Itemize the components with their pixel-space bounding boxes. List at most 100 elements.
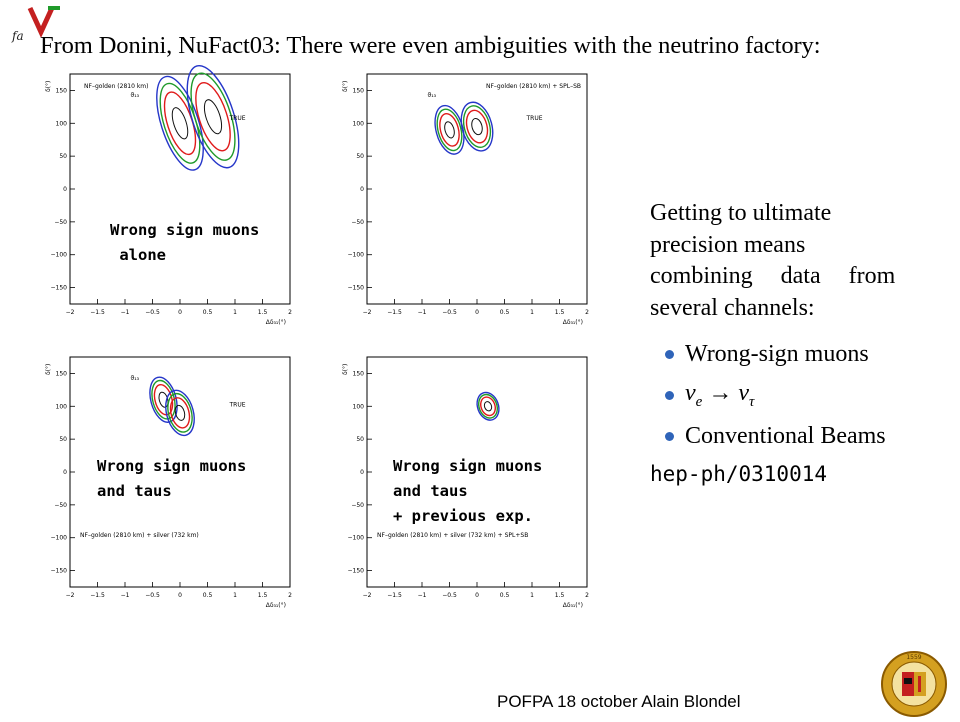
true-label: TRUE [229, 115, 246, 122]
plot-panel-bottom-left: 150 100 50 0 −50 −100 −150 −2 −1.5 −1 −0.5 0 0.5 1 1.5… [40, 345, 300, 610]
logo-text: fa [11, 29, 24, 43]
intro-paragraph: Getting to ultimate precision means comb… [650, 198, 912, 324]
x-tick-label: −1 [418, 592, 427, 599]
x-tick-label: −0.5 [442, 592, 457, 599]
contour-line [462, 105, 492, 148]
y-tick-label: 0 [360, 186, 364, 193]
x-tick-label: −1.5 [90, 592, 105, 599]
true-label: TRUE [229, 401, 246, 408]
y-tick-label: −150 [348, 285, 365, 292]
y-tick-label: 100 [56, 403, 68, 410]
x-tick-label: −1 [121, 592, 130, 599]
contour-line [167, 392, 193, 433]
plot-legend: NF–golden (2810 km) + silver (732 km) + … [377, 532, 528, 539]
contour-core [174, 404, 186, 421]
svg-text:1559: 1559 [906, 654, 921, 661]
plot-top-left: 150 100 50 0 −50 −100 −150 −2 −1.5 −1 −0.5 0 0.5 1 1.5… [45, 64, 292, 326]
x-tick-label: 2 [288, 309, 292, 316]
x-tick-label: −2 [363, 592, 372, 599]
y-tick-label: 0 [360, 469, 364, 476]
plot-panel-top-right: 150 100 50 0 −50 −100 −150 −2 −1.5 −1 −0.5 0 0.5 1 1.5… [337, 62, 597, 327]
list-item: Wrong-sign muons [665, 334, 886, 375]
y-axis-label: δ(°) [342, 364, 349, 375]
contour-line [460, 101, 494, 152]
y-tick-label: −100 [51, 252, 68, 259]
university-logo: fa [8, 4, 70, 44]
y-tick-label: 150 [353, 87, 365, 94]
x-tick-label: 1.5 [258, 309, 268, 316]
x-tick-label: 0 [178, 309, 182, 316]
x-tick-label: 0.5 [500, 592, 510, 599]
x-tick-label: 1 [233, 592, 237, 599]
contour-core [483, 401, 493, 412]
contour-line [465, 109, 489, 144]
slide-title: From Donini, NuFact03: There were even a… [40, 32, 821, 59]
theta-label: ϑ₁₃ [428, 92, 437, 99]
x-tick-label: 0.5 [203, 592, 213, 599]
x-tick-label: −0.5 [442, 309, 457, 316]
contour-line [439, 112, 460, 147]
bullet-icon [665, 350, 674, 359]
x-tick-label: −1.5 [387, 592, 402, 599]
y-axis-label: δ(°) [342, 81, 349, 92]
y-tick-label: 150 [56, 370, 68, 377]
y-tick-label: 0 [63, 186, 67, 193]
plot-legend: NF–golden (2810 km) + SPL–SB [486, 83, 581, 90]
y-tick-label: −50 [351, 502, 364, 509]
x-tick-label: 1 [530, 309, 534, 316]
plot-panel-top-left: 150 100 50 0 −50 −100 −150 −2 −1.5 −1 −0.5 0 0.5 1 1.5… [40, 62, 300, 327]
y-tick-label: −150 [348, 568, 365, 575]
y-tick-label: 50 [356, 153, 364, 160]
x-tick-label: −1.5 [90, 309, 105, 316]
contour-line [476, 391, 500, 421]
x-tick-label: 2 [585, 309, 589, 316]
x-tick-label: 1 [530, 592, 534, 599]
true-label: TRUE [526, 115, 543, 122]
contour-core [171, 107, 189, 140]
contour-core [203, 99, 223, 135]
contour-line [156, 75, 204, 171]
intro-line: Getting to ultimate [650, 200, 832, 226]
y-tick-label: 150 [56, 87, 68, 94]
x-tick-label: 1 [233, 309, 237, 316]
x-tick-label: 1.5 [555, 309, 565, 316]
y-tick-label: −150 [51, 285, 68, 292]
y-tick-label: 0 [63, 469, 67, 476]
y-axis-label: δ(°) [45, 81, 52, 92]
nu-e-to-nu-tau: νe → ντ [685, 380, 755, 410]
contour-line [165, 389, 195, 437]
y-tick-label: 150 [353, 370, 365, 377]
overlay-label: Wrong sign muons and taus + previous exp. [393, 457, 543, 525]
contour-line [151, 379, 176, 420]
intro-line: precision means [650, 231, 806, 258]
x-tick-label: −1 [121, 309, 130, 316]
x-axis-label: Δδ₃₁(°) [563, 602, 583, 609]
x-tick-label: 0.5 [500, 309, 510, 316]
x-axis-label: Δδ₃₁(°) [266, 319, 286, 326]
contour-line [190, 72, 236, 161]
y-tick-label: 50 [59, 153, 67, 160]
plot-panel-bottom-right: 150 100 50 0 −50 −100 −150 −2 −1.5 −1 −0.5 0 0.5 1 1.5… [337, 345, 597, 610]
plot-bottom-right: 150 100 50 0 −50 −100 −150 −2 −1.5 −1 −0.5 0 0.5 1 1.5… [342, 356, 589, 609]
contour-line [436, 108, 463, 152]
x-tick-label: −0.5 [145, 592, 160, 599]
bullet-icon [665, 391, 674, 400]
list-item: νe → ντ [665, 375, 886, 416]
y-tick-label: 50 [356, 436, 364, 443]
x-tick-label: 0.5 [203, 309, 213, 316]
x-tick-label: −1.5 [387, 309, 402, 316]
y-axis-label: δ(°) [45, 364, 52, 375]
contour-core [444, 121, 455, 139]
x-axis-label: Δδ₃₁(°) [563, 319, 583, 326]
plot-legend: NF–golden (2810 km) [84, 83, 148, 90]
plot-top-right: 150 100 50 0 −50 −100 −150 −2 −1.5 −1 −0.5 0 0.5 1 1.5… [342, 73, 589, 326]
x-tick-label: 0 [475, 309, 479, 316]
x-tick-label: 1.5 [555, 592, 565, 599]
overlay-label: Wrong sign muons alone [110, 221, 260, 264]
x-tick-label: −2 [66, 592, 75, 599]
bullet-icon [665, 432, 674, 441]
y-tick-label: −100 [348, 252, 365, 259]
x-tick-label: 2 [585, 592, 589, 599]
theta-label: ϑ₁₃ [131, 92, 140, 99]
y-tick-label: 100 [56, 120, 68, 127]
